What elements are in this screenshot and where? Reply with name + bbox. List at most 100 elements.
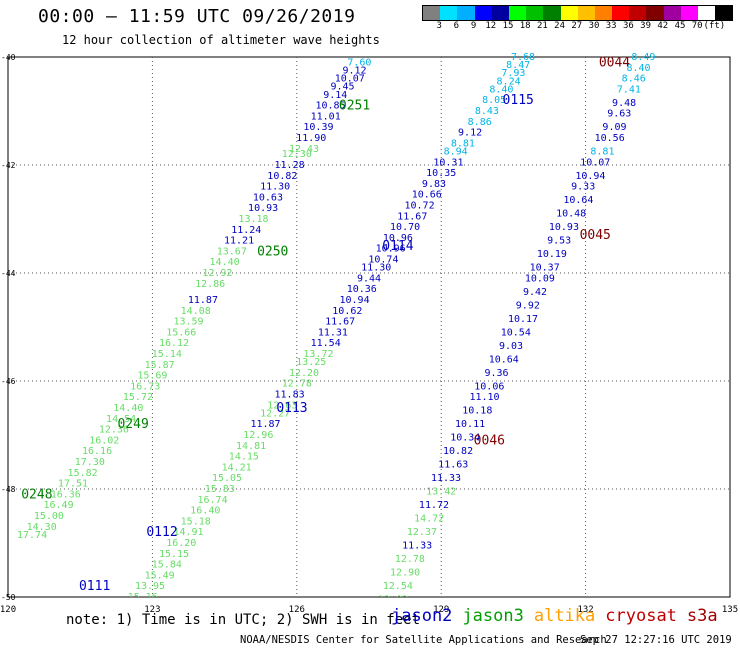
wave-height-point: 15.82 xyxy=(68,468,98,479)
wave-height-point: 17.30 xyxy=(75,457,105,468)
wave-height-point: 16.16 xyxy=(82,446,112,457)
wave-height-point: 14.72 xyxy=(414,514,444,525)
color-scale-label: 18 xyxy=(519,21,531,31)
wave-height-point: 15.69 xyxy=(137,371,167,382)
wave-height-point: 10.09 xyxy=(525,273,555,284)
wave-height-point: 16.02 xyxy=(89,435,119,446)
wave-height-point: 8.05 xyxy=(482,95,506,106)
satellite-legend: jason2 jason3 altika cryosat s3a xyxy=(391,606,728,626)
wave-height-point: 13.59 xyxy=(173,317,203,328)
wave-height-point: 11.67 xyxy=(325,317,355,328)
wave-height-point: 9.92 xyxy=(516,300,540,311)
wave-height-point: 15.15 xyxy=(159,549,189,560)
wave-height-point: 10.96 xyxy=(383,233,413,244)
data-layer: 7.609.1210.079.459.1410.8511.0110.3911.9… xyxy=(17,52,655,650)
wave-height-point: 11.72 xyxy=(419,500,449,511)
wave-height-point: 11.31 xyxy=(318,327,348,338)
wave-height-point: 9.44 xyxy=(357,273,381,284)
pass-time-label: 0111 xyxy=(79,579,110,594)
y-tick-label: -48 xyxy=(1,485,16,494)
wave-height-point: 9.36 xyxy=(485,368,509,379)
color-scale-label: 12 xyxy=(485,21,497,31)
pass-time-label: 0248 xyxy=(21,487,52,502)
chart-title: 00:00 – 11:59 UTC 09/26/2019 xyxy=(38,6,356,27)
legend-entry: altika xyxy=(533,606,596,626)
wave-height-point: 15.36 xyxy=(80,646,110,650)
wave-height-point: 10.39 xyxy=(303,122,333,133)
wave-height-point: 10.70 xyxy=(390,222,420,233)
wave-height-point: 11.83 xyxy=(275,390,305,401)
color-swatch xyxy=(491,6,509,20)
wave-height-point: 10.74 xyxy=(368,255,398,266)
wave-height-point: 8.81 xyxy=(451,138,475,149)
wave-height-point: 14.54 xyxy=(106,414,136,425)
wave-height-point: 13.42 xyxy=(426,487,456,498)
wave-height-point: 14.40 xyxy=(113,403,143,414)
y-tick-label: -46 xyxy=(1,377,16,386)
wave-height-point: 13.18 xyxy=(238,214,268,225)
legend-entry: jason3 xyxy=(462,606,524,626)
wave-height-point: 9.53 xyxy=(547,236,571,247)
wave-height-point: 9.63 xyxy=(607,109,631,120)
color-scale-label: 36 xyxy=(622,21,634,31)
wave-height-point: 16.36 xyxy=(51,489,81,500)
color-scale-label: 9 xyxy=(470,21,477,31)
wave-height-point: 14.21 xyxy=(222,462,252,473)
wave-height-point: 11.30 xyxy=(260,182,290,193)
color-scale-labels: 3 6 9 12 15 18 21 24 27 30 33 36 39 42 45 70 (ft) xyxy=(422,21,740,33)
color-swatch xyxy=(629,6,647,20)
wave-height-point: 16.40 xyxy=(190,506,220,517)
wave-height-point: 11.01 xyxy=(311,111,341,122)
wave-height-point: 9.42 xyxy=(523,287,547,298)
color-scale-label: 70 xyxy=(691,21,703,31)
wave-height-point: 12.27 xyxy=(260,408,290,419)
wave-height-point: 8.49 xyxy=(631,52,655,63)
wave-height-point: 10.94 xyxy=(340,295,370,306)
wave-height-point: 11.87 xyxy=(188,295,218,306)
wave-height-point: 14.40 xyxy=(210,257,240,268)
wave-height-point: 9.14 xyxy=(323,90,347,101)
wave-height-point: 12.37 xyxy=(407,527,437,538)
wave-height-point: 10.07 xyxy=(580,157,610,168)
y-tick-label: -50 xyxy=(1,593,16,602)
pass-time-label: 0250 xyxy=(257,244,288,259)
color-scale-bar xyxy=(422,5,734,21)
wave-height-point: 16.74 xyxy=(198,495,228,506)
color-swatch xyxy=(680,6,698,20)
wave-height-point: 12.54 xyxy=(383,581,413,592)
wave-height-point: 16.73 xyxy=(130,381,160,392)
color-scale-label: 30 xyxy=(588,21,600,31)
x-tick-label: 126 xyxy=(289,605,305,615)
wave-height-point: 9.12 xyxy=(343,66,367,77)
wave-height-point: 11.24 xyxy=(231,225,261,236)
wave-height-point: 14.81 xyxy=(236,441,266,452)
pass-time-label: 0113 xyxy=(276,401,307,416)
wave-height-point: 10.93 xyxy=(248,203,278,214)
wave-height-point: 7.93 xyxy=(501,68,525,79)
wave-height-point: 10.17 xyxy=(508,314,538,325)
wave-height-point: 11.90 xyxy=(296,133,326,144)
wave-height-point: 8.40 xyxy=(626,63,650,74)
wave-height-point: 10.34 xyxy=(450,433,480,444)
wave-height-point: 8.43 xyxy=(475,106,499,117)
wave-height-point: 8.86 xyxy=(468,117,492,128)
wave-height-point: 15.87 xyxy=(145,360,175,371)
wave-height-point: 10.35 xyxy=(426,168,456,179)
wave-height-point: 10.48 xyxy=(556,209,586,220)
wave-height-point: 10.64 xyxy=(489,354,519,365)
wave-height-point: 15.14 xyxy=(152,349,182,360)
wave-height-point: 11.28 xyxy=(275,160,305,171)
wave-height-point: 12.78 xyxy=(395,554,425,565)
wave-height-point: 15.00 xyxy=(34,511,64,522)
wave-height-point: 10.72 xyxy=(404,201,434,212)
wave-height-point: 12.96 xyxy=(243,430,273,441)
wave-height-point: 8.47 xyxy=(506,60,530,71)
color-swatch xyxy=(526,6,544,20)
wave-height-point: 12.90 xyxy=(390,568,420,579)
color-swatch xyxy=(457,6,475,20)
wave-height-point: 10.96 xyxy=(376,244,406,255)
legend-entry: cryosat xyxy=(605,606,677,626)
x-tick-label: 129 xyxy=(433,605,449,615)
color-scale-label: 42 xyxy=(657,21,669,31)
wave-height-point: 12.63 xyxy=(267,400,297,411)
